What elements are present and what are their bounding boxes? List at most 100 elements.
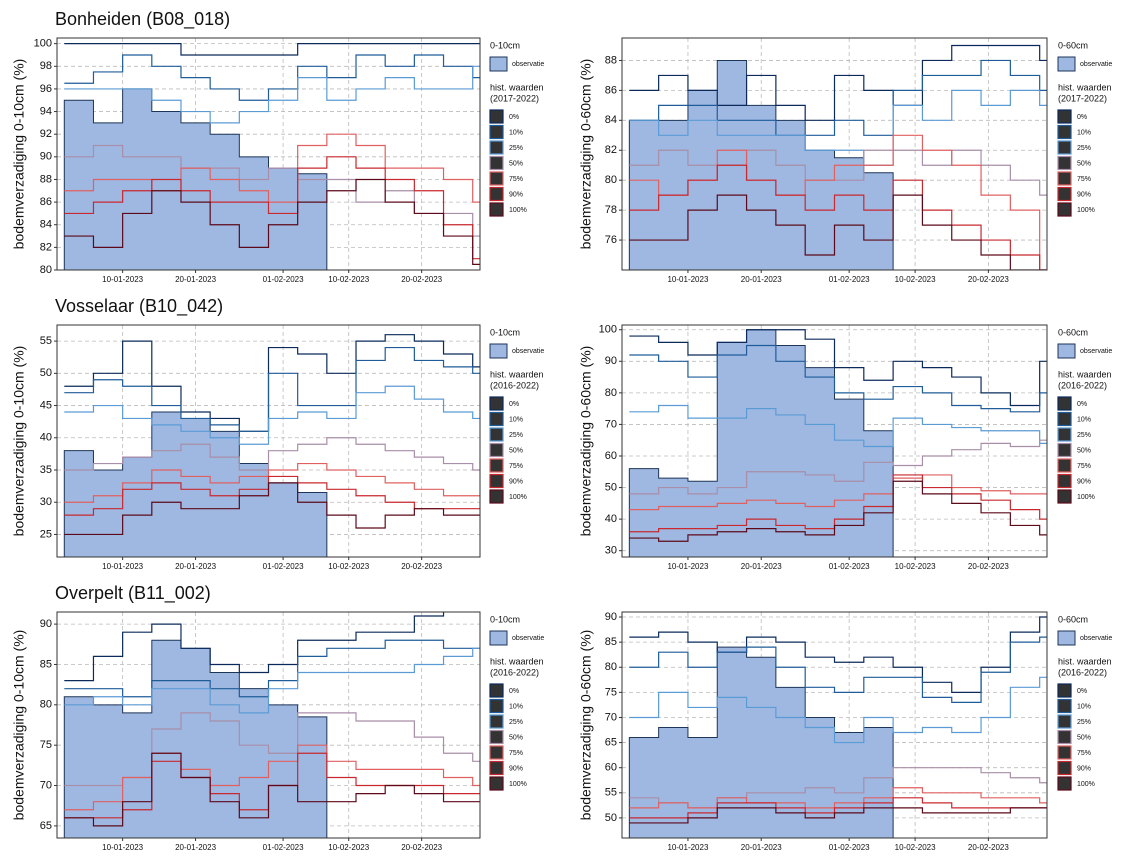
historical-line	[629, 59, 1047, 136]
legend-swatch	[1057, 396, 1072, 411]
y-tick-label: 90	[605, 611, 617, 623]
legend-label: 90%	[509, 191, 523, 198]
legend-swatch	[1057, 186, 1072, 202]
x-tick-label: 10-01-2023	[667, 275, 708, 284]
plot-border	[621, 611, 1048, 839]
legend-label: 90%	[509, 765, 523, 772]
legend-title: hist. waarden	[1058, 82, 1112, 92]
plot-border	[56, 324, 481, 558]
plot-border	[621, 37, 1048, 271]
legend-swatch	[1057, 171, 1072, 186]
panel-title: Vosselaar (B10_042)	[55, 296, 223, 317]
legend-swatch	[489, 729, 504, 745]
legend: 0-60cm observatie hist. waarden(2016-2022)…	[1057, 327, 1112, 504]
legend-swatch	[489, 202, 504, 217]
historical-line	[64, 482, 480, 536]
legend-label: 10%	[509, 416, 523, 423]
legend-swatch	[1057, 473, 1072, 489]
x-tick-label: 10-01-2023	[102, 275, 143, 284]
legend-label: observatie	[1080, 635, 1112, 642]
legend-label: 50%	[1077, 447, 1091, 454]
legend-label: 100%	[1077, 494, 1095, 501]
historical-line	[64, 65, 480, 124]
y-tick-label: 84	[40, 219, 52, 231]
y-tick-label: 60	[605, 762, 617, 774]
x-tick-label: 01-02-2023	[829, 843, 870, 852]
y-tick-label: 98	[40, 60, 52, 72]
historical-line	[629, 807, 1047, 824]
y-tick-label: 90	[40, 151, 52, 163]
y-tick-label: 90	[605, 355, 617, 367]
legend-swatch	[489, 698, 504, 714]
y-tick-label: 50	[605, 481, 617, 493]
historical-line	[64, 744, 480, 811]
legend-swatch	[489, 140, 504, 155]
legend-title: (2017-2022)	[490, 93, 539, 103]
historical-line	[64, 752, 480, 827]
y-tick-label: 96	[40, 83, 52, 95]
legend-label: 50%	[1077, 734, 1091, 741]
plot-border	[56, 611, 481, 839]
legend-swatch	[489, 630, 508, 646]
legend-title: (2016-2022)	[1058, 667, 1107, 677]
legend-label: observatie	[1080, 348, 1112, 355]
legend-title: hist. waarden	[490, 369, 544, 379]
legend-swatch	[1057, 124, 1072, 140]
y-tick-label: 25	[40, 528, 52, 540]
y-tick-label: 85	[605, 636, 617, 648]
panel: bodemverzadiging 0-60cm (%) 50 55 60 65 70 75 8…	[578, 611, 1113, 852]
x-tick-label: 20-01-2023	[741, 843, 782, 852]
plot-area	[628, 329, 1047, 557]
panel: bodemverzadiging 0-60cm (%) 76 78 80 82 84 86 8…	[578, 37, 1112, 284]
legend-title: 0-60cm	[1058, 40, 1088, 50]
legend-swatch	[489, 442, 504, 458]
legend-title: hist. waarden	[490, 656, 544, 666]
legend-label: 0%	[1077, 401, 1087, 408]
y-tick-label: 50	[40, 367, 52, 379]
historical-line	[64, 334, 480, 432]
legend-label: 75%	[509, 176, 523, 183]
y-tick-label: 75	[605, 686, 617, 698]
y-tick-label: 45	[40, 399, 52, 411]
x-tick-label: 20-01-2023	[741, 562, 782, 571]
x-tick-label: 20-01-2023	[175, 843, 216, 852]
x-tick-label: 20-02-2023	[401, 562, 442, 571]
x-tick-label: 10-02-2023	[328, 562, 369, 571]
plot-area	[628, 616, 1047, 838]
legend: 0-10cm observatie hist. waarden(2017-2022)…	[489, 40, 544, 217]
legend-label: observatie	[512, 635, 544, 642]
legend-label: 25%	[1077, 145, 1091, 152]
legend-label: 75%	[1077, 463, 1091, 470]
y-tick-label: 84	[605, 114, 617, 126]
y-tick-label: 88	[40, 173, 52, 185]
legend-label: 90%	[509, 478, 523, 485]
legend-label: 10%	[1077, 416, 1091, 423]
legend-label: 100%	[509, 207, 527, 214]
legend: 0-60cm observatie hist. waarden(2017-2022)…	[1057, 40, 1112, 217]
legend-swatch	[489, 745, 504, 760]
legend-swatch	[489, 427, 504, 442]
legend-label: observatie	[512, 61, 544, 68]
historical-line	[64, 43, 480, 56]
legend-title: 0-10cm	[490, 40, 520, 50]
y-tick-label: 85	[40, 658, 52, 670]
panel-title: Bonheiden (B08_018)	[55, 9, 230, 30]
legend-swatch	[489, 56, 508, 72]
legend-label: 100%	[509, 494, 527, 501]
y-axis-label: bodemverzadiging 0-60cm (%)	[578, 346, 594, 537]
legend-label: 25%	[509, 719, 523, 726]
legend-swatch	[1057, 698, 1072, 714]
x-tick-label: 10-02-2023	[895, 275, 936, 284]
legend-label: observatie	[512, 348, 544, 355]
legend-swatch	[1057, 714, 1072, 729]
x-tick-label: 20-01-2023	[175, 275, 216, 284]
x-tick-label: 10-01-2023	[102, 562, 143, 571]
legend-title: hist. waarden	[1058, 369, 1112, 379]
historical-line	[64, 462, 480, 503]
x-tick-label: 01-02-2023	[829, 562, 870, 571]
legend-label: 25%	[509, 145, 523, 152]
legend-title: (2016-2022)	[1058, 380, 1107, 390]
y-tick-label: 70	[40, 779, 52, 791]
legend-label: 50%	[1077, 160, 1091, 167]
